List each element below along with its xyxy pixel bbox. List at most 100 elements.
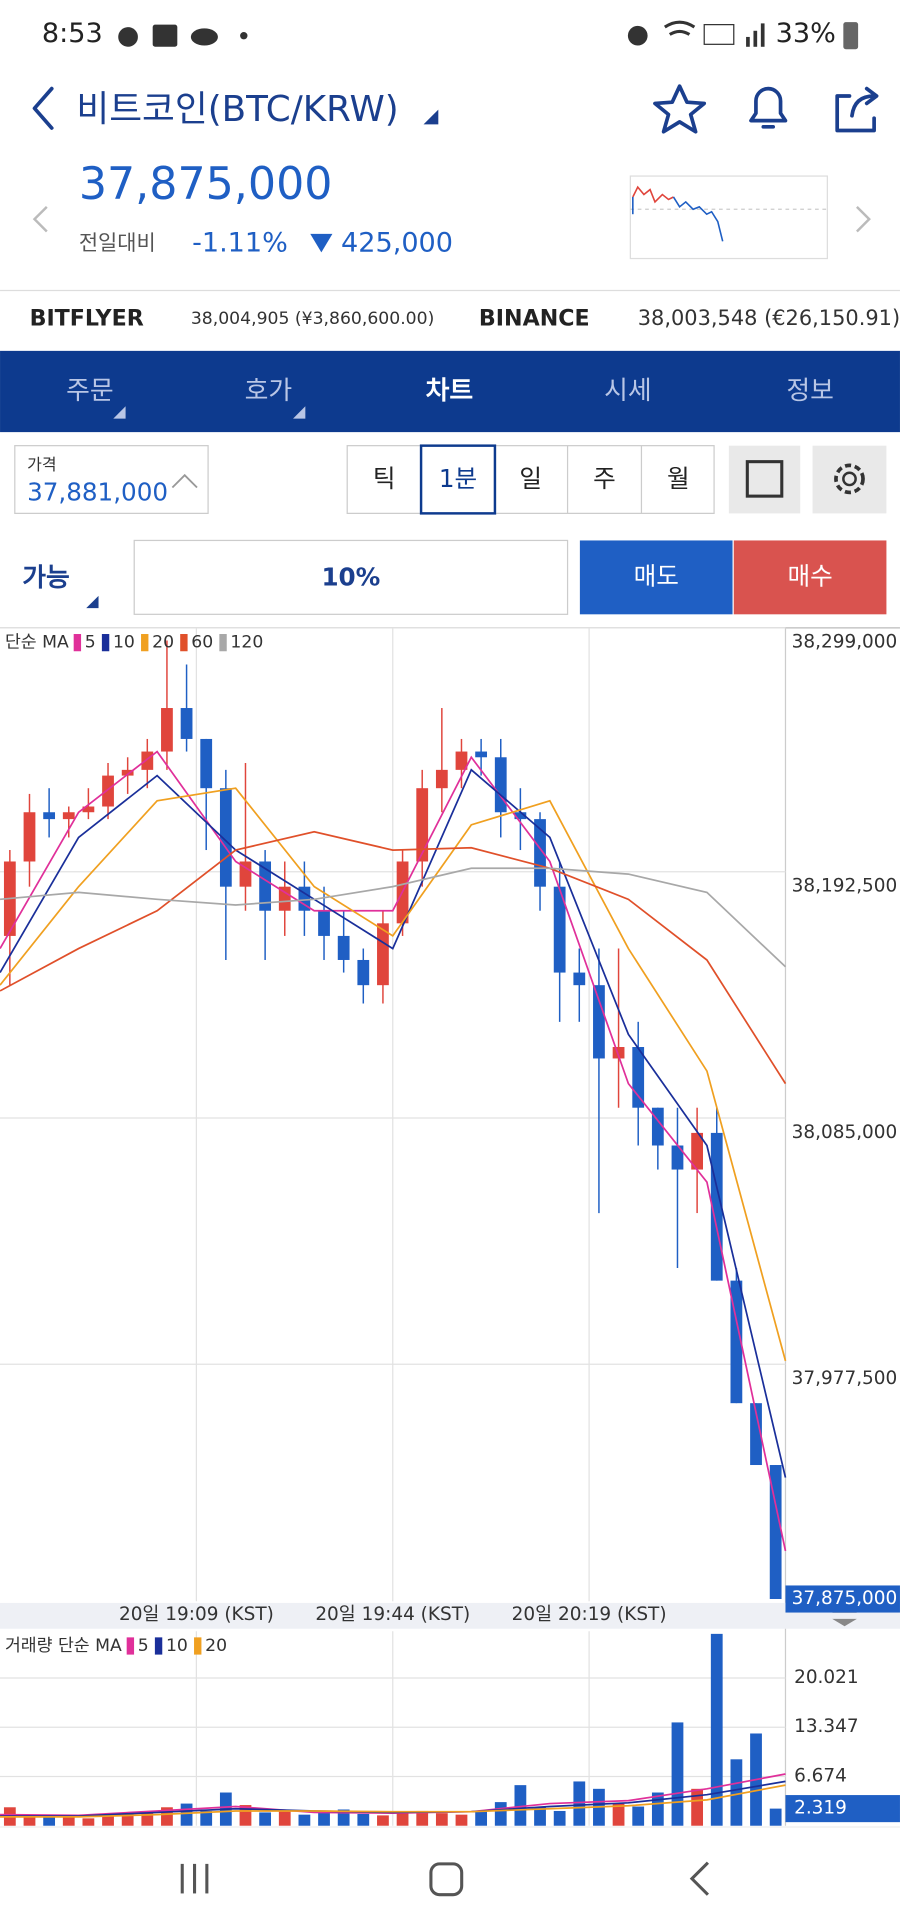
x-tick-label: 20일 19:09 (KST) [119, 1604, 274, 1625]
volume-bar [416, 1810, 429, 1826]
volume-bar [82, 1818, 95, 1826]
ma-line [0, 867, 787, 968]
candle-body [298, 886, 311, 911]
price-box-value: 37,881,000 [27, 478, 168, 507]
period-button[interactable]: 주 [593, 464, 616, 493]
share-button[interactable] [835, 86, 879, 133]
exchange-price: 38,004,905 (¥3,860,600.00) [191, 309, 434, 329]
candle-body [671, 1145, 684, 1170]
candle-body [102, 775, 114, 807]
volume-bar [534, 1807, 546, 1826]
candle-body [651, 1107, 664, 1146]
ma-line [0, 830, 787, 1085]
candle-body [710, 1132, 723, 1281]
candle-body [23, 812, 36, 862]
legend-label: 5 [85, 633, 96, 653]
favorite-button[interactable] [653, 84, 707, 134]
buy-button[interactable] [733, 540, 887, 615]
price-box[interactable] [14, 445, 209, 514]
tab[interactable]: 주문 [66, 376, 114, 406]
ma-line [0, 750, 787, 1552]
sell-label: 매도 [634, 561, 679, 590]
prev-coin[interactable] [32, 205, 48, 233]
candle-body [455, 751, 468, 770]
volume-bar [730, 1759, 743, 1826]
legend-swatch [101, 634, 110, 652]
tab-bar [0, 350, 900, 433]
layout-button[interactable] [728, 445, 801, 514]
settings-button[interactable] [812, 445, 887, 514]
x-tick-label: 20일 19:44 (KST) [315, 1604, 470, 1625]
legend-label: 120 [230, 633, 263, 653]
sell-button[interactable] [579, 540, 733, 615]
tab[interactable]: 시세 [604, 376, 652, 406]
exchange-price: 38,003,548 (€26,150.91) [638, 306, 900, 330]
candle-body [278, 886, 291, 911]
tab[interactable]: 호가 [245, 376, 293, 406]
tab-mark [293, 406, 306, 419]
volume-bar [769, 1808, 782, 1826]
legend-label: 10 [113, 633, 135, 653]
tab[interactable]: 정보 [786, 376, 834, 406]
legend-label: 60 [191, 633, 213, 653]
volume-bar [318, 1812, 330, 1826]
y-tick-label: 6.674 [794, 1765, 847, 1786]
volume-bar [396, 1812, 409, 1826]
candle-body [141, 751, 154, 770]
volume-bar [553, 1810, 566, 1826]
price-box-caret [171, 473, 198, 489]
volume-bar [475, 1810, 488, 1826]
time-axis-bar [0, 1602, 900, 1629]
y-tick-label: 38,085,000 [792, 1122, 898, 1143]
next-coin[interactable] [856, 205, 871, 233]
change-amount: 425,000 [341, 227, 453, 258]
period-button-active[interactable]: 1분 [439, 464, 477, 493]
coin-title[interactable]: 비트코인(BTC/KRW) [76, 89, 398, 130]
legend-swatch [154, 1637, 163, 1655]
tab-active[interactable]: 차트 [426, 376, 474, 406]
period-buttons [346, 444, 715, 515]
last-price-label: 37,875,000 [792, 1588, 898, 1609]
volume-bar [377, 1815, 389, 1826]
ratio-box[interactable] [133, 539, 569, 615]
y-tick-label: 20.021 [794, 1667, 859, 1688]
ma-line [0, 1784, 786, 1818]
available-label[interactable]: 가능 [22, 563, 70, 593]
volume-bar [62, 1814, 75, 1826]
legend-label: 20 [152, 633, 174, 653]
volume-bar [494, 1802, 507, 1826]
back-button[interactable] [32, 86, 54, 130]
legend-swatch [180, 634, 188, 652]
period-button[interactable]: 월 [667, 464, 690, 493]
volume-bar [102, 1816, 114, 1826]
candle-body [259, 861, 272, 911]
candle-body [769, 1465, 782, 1600]
volume-bar [455, 1814, 468, 1826]
volume-bar [239, 1805, 252, 1826]
ratio-value: 10% [321, 563, 380, 592]
candle-body [219, 788, 232, 887]
candle-body [239, 861, 252, 887]
nav-home[interactable] [429, 1862, 464, 1897]
candle-body [593, 985, 605, 1059]
candle-body [357, 959, 370, 986]
candle-body [691, 1132, 704, 1170]
volume-bar [573, 1781, 586, 1826]
nav-recent[interactable] [180, 1863, 209, 1894]
nav-back[interactable] [689, 1861, 710, 1896]
legend-title: 단순 MA [5, 633, 69, 653]
last-volume-box [785, 1795, 900, 1823]
period-button[interactable]: 틱 [373, 464, 396, 493]
period-button[interactable]: 일 [519, 464, 542, 493]
volume-bar [278, 1810, 291, 1826]
alarm-button[interactable] [749, 86, 788, 129]
change-rate: -1.11% [192, 227, 288, 258]
volume-bar [337, 1809, 350, 1826]
y-tick-label: 38,299,000 [792, 632, 898, 653]
volume-bar [161, 1807, 173, 1826]
status-icons [118, 20, 859, 50]
title-dropdown[interactable] [423, 109, 439, 125]
candle-body [612, 1047, 625, 1059]
volume-bar [121, 1813, 134, 1826]
